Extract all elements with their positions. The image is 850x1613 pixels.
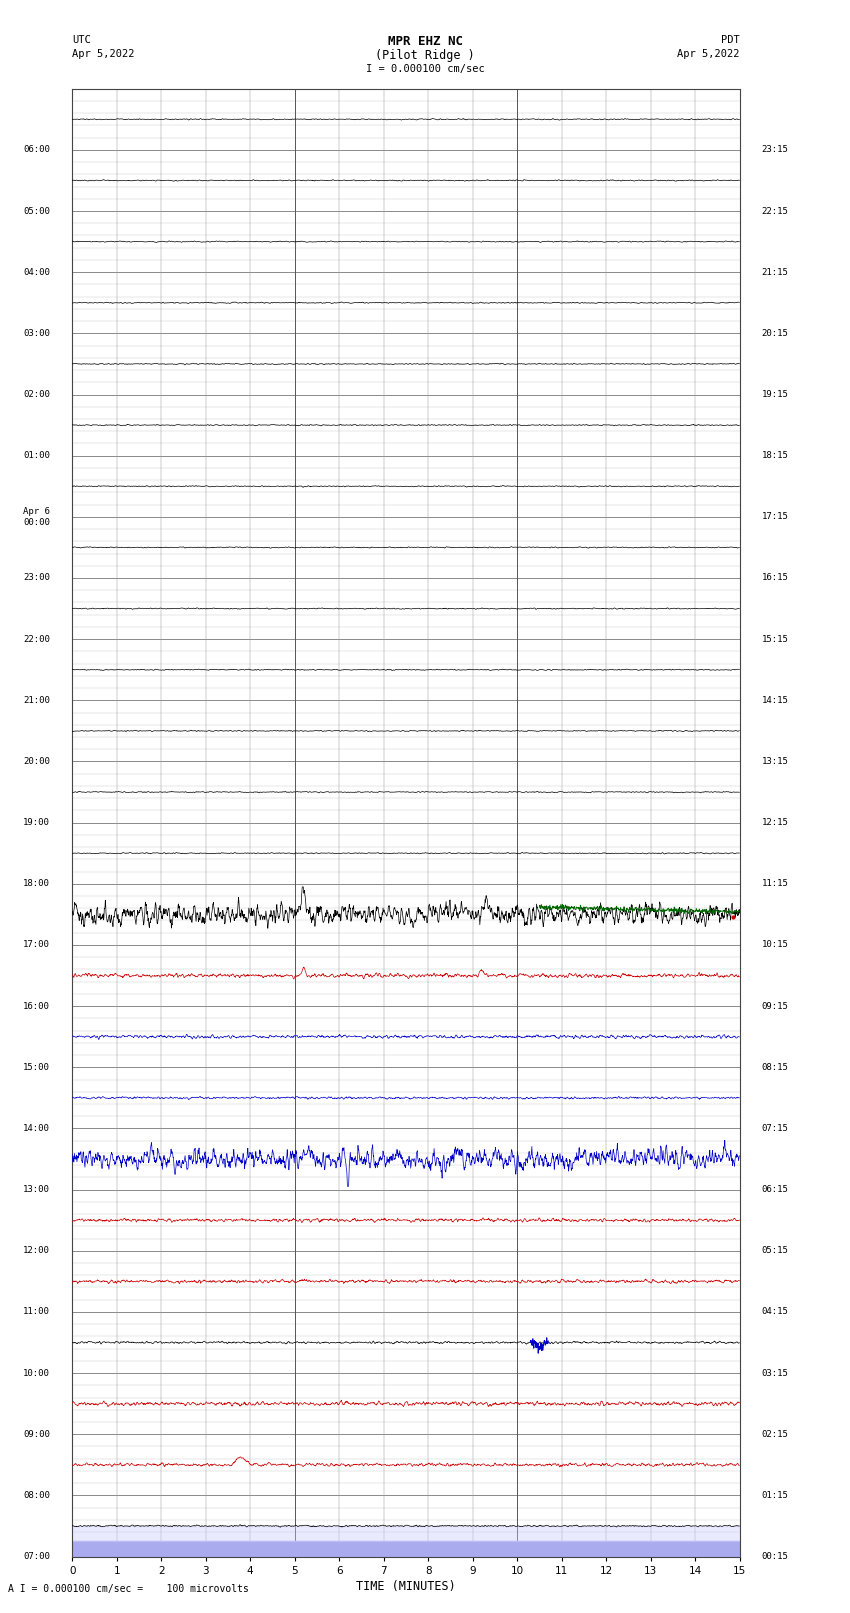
- Text: 07:15: 07:15: [762, 1124, 789, 1132]
- Text: 06:00: 06:00: [23, 145, 50, 155]
- Text: 08:00: 08:00: [23, 1490, 50, 1500]
- Text: 05:15: 05:15: [762, 1247, 789, 1255]
- Text: Apr 5,2022: Apr 5,2022: [677, 50, 740, 60]
- Bar: [72, 1526, 740, 1542]
- Text: 16:00: 16:00: [23, 1002, 50, 1011]
- Text: 20:00: 20:00: [23, 756, 50, 766]
- Text: 22:00: 22:00: [23, 634, 50, 644]
- Text: 02:15: 02:15: [762, 1429, 789, 1439]
- Text: 17:00: 17:00: [23, 940, 50, 950]
- Text: 08:15: 08:15: [762, 1063, 789, 1071]
- Text: 11:15: 11:15: [762, 879, 789, 889]
- Text: 03:15: 03:15: [762, 1368, 789, 1378]
- Text: 17:15: 17:15: [762, 513, 789, 521]
- Text: 14:15: 14:15: [762, 695, 789, 705]
- Text: 04:15: 04:15: [762, 1308, 789, 1316]
- Text: 19:15: 19:15: [762, 390, 789, 398]
- Text: 12:15: 12:15: [762, 818, 789, 827]
- Text: 01:15: 01:15: [762, 1490, 789, 1500]
- Text: A I = 0.000100 cm/sec =    100 microvolts: A I = 0.000100 cm/sec = 100 microvolts: [8, 1584, 249, 1594]
- Text: 09:15: 09:15: [762, 1002, 789, 1011]
- Text: Apr 6
00:00: Apr 6 00:00: [23, 506, 50, 526]
- Text: 04:00: 04:00: [23, 268, 50, 277]
- Text: Apr 5,2022: Apr 5,2022: [72, 50, 135, 60]
- Text: 23:00: 23:00: [23, 574, 50, 582]
- Text: 10:15: 10:15: [762, 940, 789, 950]
- Text: 23:15: 23:15: [762, 145, 789, 155]
- Text: 19:00: 19:00: [23, 818, 50, 827]
- Text: 01:00: 01:00: [23, 452, 50, 460]
- Text: 03:00: 03:00: [23, 329, 50, 337]
- Text: I = 0.000100 cm/sec: I = 0.000100 cm/sec: [366, 65, 484, 74]
- Text: 11:00: 11:00: [23, 1308, 50, 1316]
- Text: 13:15: 13:15: [762, 756, 789, 766]
- Text: 20:15: 20:15: [762, 329, 789, 337]
- Text: 12:00: 12:00: [23, 1247, 50, 1255]
- Text: 02:00: 02:00: [23, 390, 50, 398]
- Text: 18:15: 18:15: [762, 452, 789, 460]
- Text: 00:15: 00:15: [762, 1552, 789, 1561]
- Text: 22:15: 22:15: [762, 206, 789, 216]
- Text: 09:00: 09:00: [23, 1429, 50, 1439]
- Text: 06:15: 06:15: [762, 1186, 789, 1194]
- Text: 05:00: 05:00: [23, 206, 50, 216]
- Text: 21:15: 21:15: [762, 268, 789, 277]
- Text: UTC: UTC: [72, 35, 91, 45]
- Text: 15:15: 15:15: [762, 634, 789, 644]
- X-axis label: TIME (MINUTES): TIME (MINUTES): [356, 1579, 456, 1592]
- Text: 16:15: 16:15: [762, 574, 789, 582]
- Text: 13:00: 13:00: [23, 1186, 50, 1194]
- Text: 07:00: 07:00: [23, 1552, 50, 1561]
- Bar: [72, 1542, 740, 1557]
- Text: (Pilot Ridge ): (Pilot Ridge ): [375, 50, 475, 63]
- Text: 15:00: 15:00: [23, 1063, 50, 1071]
- Text: 21:00: 21:00: [23, 695, 50, 705]
- Text: 14:00: 14:00: [23, 1124, 50, 1132]
- Text: 18:00: 18:00: [23, 879, 50, 889]
- Text: PDT: PDT: [721, 35, 740, 45]
- Text: 10:00: 10:00: [23, 1368, 50, 1378]
- Text: MPR EHZ NC: MPR EHZ NC: [388, 35, 462, 48]
